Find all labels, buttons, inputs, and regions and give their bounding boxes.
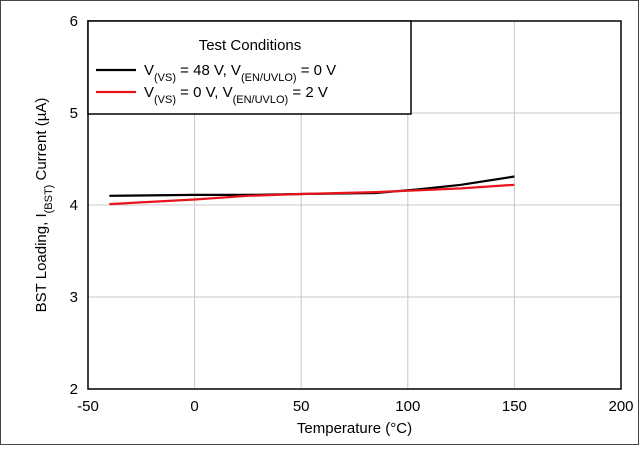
- tick-labels: -50 0 50 100 150 200 2 3 4 5 6: [70, 13, 634, 415]
- y-tick-label: 3: [70, 289, 78, 306]
- x-tick-label: 200: [608, 398, 633, 415]
- legend-entries: V(VS) = 48 V, V(EN/UVLO) = 0 VV(VS) = 0 …: [96, 62, 336, 106]
- y-tick-label: 2: [70, 381, 78, 398]
- legend-title: Test Conditions: [199, 37, 302, 54]
- y-axis-title: BST Loading, I(BST) Current (µA): [33, 98, 55, 313]
- x-axis-title: Temperature (°C): [297, 420, 412, 437]
- x-tick-label: 0: [190, 398, 198, 415]
- x-tick-label: 150: [502, 398, 527, 415]
- legend-label-1: V(VS) = 48 V, V(EN/UVLO) = 0 V: [144, 62, 336, 84]
- legend-label-2: V(VS) = 0 V, V(EN/UVLO) = 2 V: [144, 84, 328, 106]
- x-tick-label: 100: [395, 398, 420, 415]
- x-tick-label: 50: [293, 398, 310, 415]
- series-layer: [109, 175, 515, 206]
- axis-titles: Temperature (°C) BST Loading, I(BST) Cur…: [33, 98, 412, 437]
- y-tick-label: 6: [70, 13, 78, 30]
- legend: Test Conditions V(VS) = 48 V, V(EN/UVLO)…: [87, 20, 412, 115]
- x-tick-label: -50: [77, 398, 99, 415]
- y-tick-label: 4: [70, 197, 78, 214]
- series-line-2: [109, 183, 515, 206]
- y-tick-label: 5: [70, 105, 78, 122]
- legend-box: [87, 20, 412, 115]
